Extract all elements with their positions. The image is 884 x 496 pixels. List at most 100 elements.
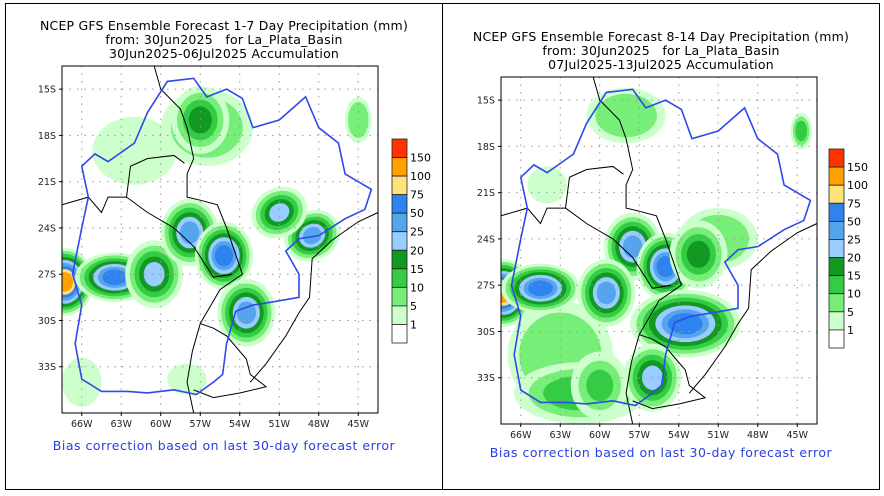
x-tick-label: 60W [589,430,611,441]
colorbar-label: 25 [847,233,861,246]
colorbar-swatch [391,157,408,177]
colorbar-label: 100 [847,179,868,192]
y-tick-label: 24S [38,223,56,234]
precip-area [92,116,177,185]
colorbar-label: 75 [847,197,861,210]
bias-correction-note: Bias correction based on last 30-day for… [489,445,833,460]
country-border [688,223,817,394]
country-border [249,212,378,383]
country-border [592,77,682,424]
x-tick-label: 63W [550,430,572,441]
colorbar-swatch [828,239,845,258]
colorbar-label: 20 [410,244,424,257]
colorbar-swatch [828,275,845,295]
precip-contour-rio-grande-do-sul [236,301,256,325]
y-tick-label: 15S [38,85,56,96]
colorbar-swatch [828,202,845,222]
precip-contour-misiones-cell [656,256,675,278]
colorbar-swatch [391,175,408,196]
colorbar-label: 10 [410,281,424,294]
precip-contour-central-band [143,261,165,287]
precip-contour-parana-coast [302,227,322,245]
y-tick-label: 27S [38,270,56,281]
colorbar-swatch [828,220,845,240]
chart-subtitle-issued: from: 30Jun2025 for La_Plata_Basin [105,32,343,47]
colorbar-swatch [391,194,408,214]
x-tick-label: 45W [787,430,809,441]
colorbar-label: 25 [410,226,424,239]
y-tick-label: 33S [38,362,56,373]
country-border [153,66,243,413]
precip-contour-santa-fe-core [596,281,616,305]
colorbar-swatch [391,268,408,288]
precip-contour-paraguay-cell [180,221,200,244]
colorbar-label: 10 [847,288,861,301]
country-border [565,207,671,289]
colorbar-label: 20 [847,252,861,265]
colorbar-label: 15 [410,263,424,276]
colorbar-swatch [828,329,845,349]
x-tick-label: 60W [150,419,172,430]
precip-field [62,66,378,413]
colorbar-swatch [391,138,408,158]
y-tick-label: 21S [38,177,56,188]
colorbar-label: 5 [847,306,854,319]
x-tick-label: 45W [348,419,370,430]
colorbar-swatch [828,293,845,313]
y-tick-label: 18S [38,131,56,142]
x-tick-label: 66W [510,430,532,441]
precip-contour-chaco-band [528,280,553,297]
y-tick-label: 30S [38,316,56,327]
precip-area [167,363,207,395]
colorbar-label: 1 [847,324,854,337]
x-tick-label: 66W [71,419,93,430]
chart-subtitle-period: 30Jun2025-06Jul2025 Accumulation [108,46,340,61]
basin-outline [71,77,373,396]
x-tick-label: 51W [708,430,730,441]
precip-contour-misiones-cell [214,245,234,267]
y-tick-label: 30S [477,327,495,338]
chart-subtitle-issued: from: 30Jun2025 for La_Plata_Basin [542,43,780,58]
country-border [62,166,131,214]
colorbar-swatch [828,148,845,168]
colorbar-label: 5 [410,300,417,313]
plot-frame [500,76,818,425]
colorbar-label: 150 [847,161,868,174]
precip-contour-west-edge-max [62,272,73,292]
country-border [130,154,185,167]
y-tick-label: 18S [477,142,495,153]
y-tick-label: 15S [477,96,495,107]
x-tick-label: 51W [269,419,291,430]
x-tick-label: 57W [190,419,212,430]
basin-outline [510,88,812,407]
country-border [569,165,624,178]
precip-map-week2: 66W 63W 60W 57W 54W 51W 48W 45W 15S 18S 21S 24S 27S 3… [477,76,868,441]
colorbar-swatch [391,305,408,325]
y-tick-label: 33S [477,373,495,384]
precip-map-week1: 66W 63W 60W 57W 54W 51W 48W 45W 15S 18S 21S 24S 27S 3… [38,65,431,430]
colorbar-swatch [391,212,408,233]
y-tick-label: 27S [477,281,495,292]
colorbar-label: 100 [410,170,431,183]
chart-title: NCEP GFS Ensemble Forecast 1-7 Day Preci… [39,18,409,33]
precip-field [501,77,817,424]
country-border [632,334,707,410]
colorbar-label: 50 [847,215,861,228]
colorbar-swatch [391,286,408,307]
x-tick-label: 54W [668,430,690,441]
plot-frame [61,65,379,414]
precip-contour-chaco-band [102,269,128,286]
bias-correction-note: Bias correction based on last 30-day for… [52,438,396,453]
country-border [126,196,232,278]
precip-area [595,93,657,138]
colorbar-swatch [391,324,408,344]
colorbar-swatch [391,231,408,251]
colorbar-swatch [828,311,845,331]
colorbar-swatch [828,166,845,186]
precip-contour-corrientes-rs-core [667,313,703,335]
x-tick-label: 48W [308,419,330,430]
country-border [501,177,570,225]
colorbar-swatch [828,184,845,204]
colorbar-label: 75 [410,189,424,202]
y-tick-label: 21S [477,188,495,199]
